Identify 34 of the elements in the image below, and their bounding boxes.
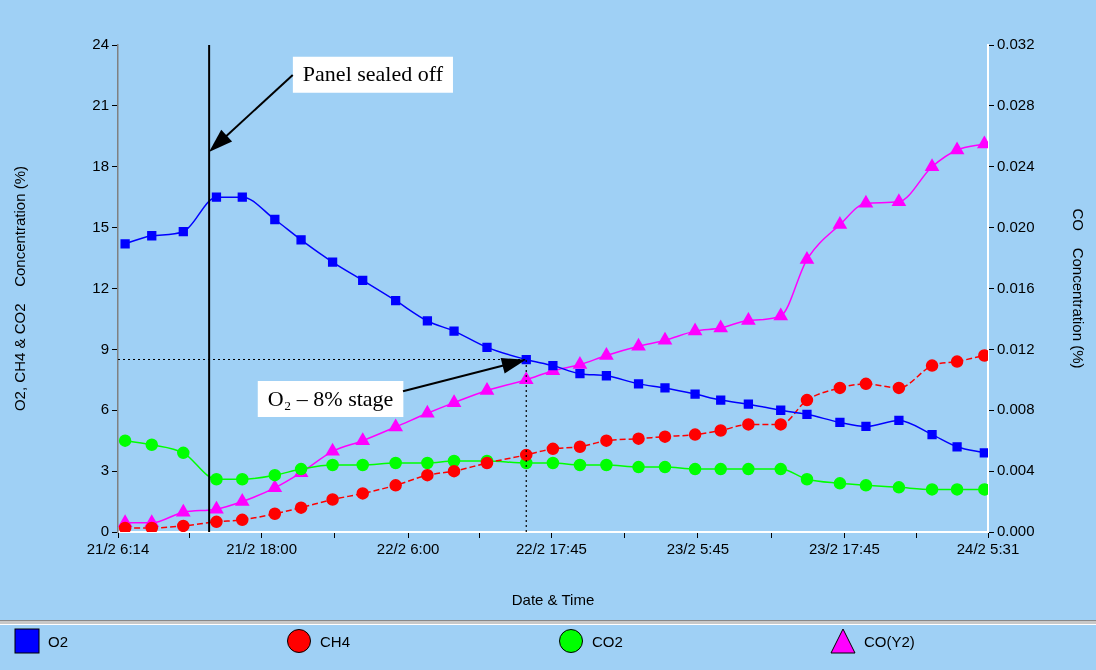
y-tick-label: 21 (92, 96, 109, 114)
annotation: Panel sealed off (302, 61, 444, 87)
y2-tick-label: 0.012 (997, 339, 1035, 357)
y-tick-label: 24 (92, 35, 109, 53)
y-tick-label: 15 (92, 217, 109, 235)
y2-tick-label: 0.032 (997, 35, 1035, 53)
x-tick-label: 23/2 17:45 (808, 540, 880, 558)
y2-tick-label: 0.020 (997, 217, 1035, 235)
y2-tick-label: 0.004 (997, 461, 1035, 479)
legend-label: O2 (48, 632, 69, 650)
x-tick-label: 23/2 5:45 (666, 540, 730, 558)
legend-label: CH4 (320, 632, 351, 650)
y-tick-label: 12 (92, 278, 109, 296)
y2-axis-title: CO Concentration (%) (1069, 208, 1087, 369)
y2-tick-label: 0.008 (997, 400, 1035, 418)
y2-tick-label: 0.016 (997, 278, 1035, 296)
legend-label: CO2 (592, 632, 623, 650)
x-tick-label: 21/2 18:00 (226, 540, 298, 558)
x-tick-label: 22/2 17:45 (516, 540, 587, 558)
x-axis-title: Date & Time (511, 591, 595, 609)
legend-label: CO(Y2) (864, 632, 915, 650)
y-axis-title: O2, CH4 & CO2 Concentration (%) (11, 165, 29, 412)
annotation: O₂ – 8% stage (267, 385, 394, 411)
y-tick-label: 9 (100, 339, 109, 357)
y-tick-label: 0 (100, 522, 109, 540)
y2-tick-label: 0.000 (997, 522, 1035, 540)
x-tick-label: 22/2 6:00 (376, 540, 440, 558)
y2-tick-label: 0.028 (997, 96, 1035, 114)
x-tick-label: 21/2 6:14 (86, 540, 150, 558)
y-tick-label: 6 (100, 400, 109, 418)
y-tick-label: 18 (92, 156, 109, 174)
x-tick-label: 24/2 5:31 (956, 540, 1020, 558)
y2-tick-label: 0.024 (997, 156, 1035, 174)
y-tick-label: 3 (100, 461, 109, 479)
